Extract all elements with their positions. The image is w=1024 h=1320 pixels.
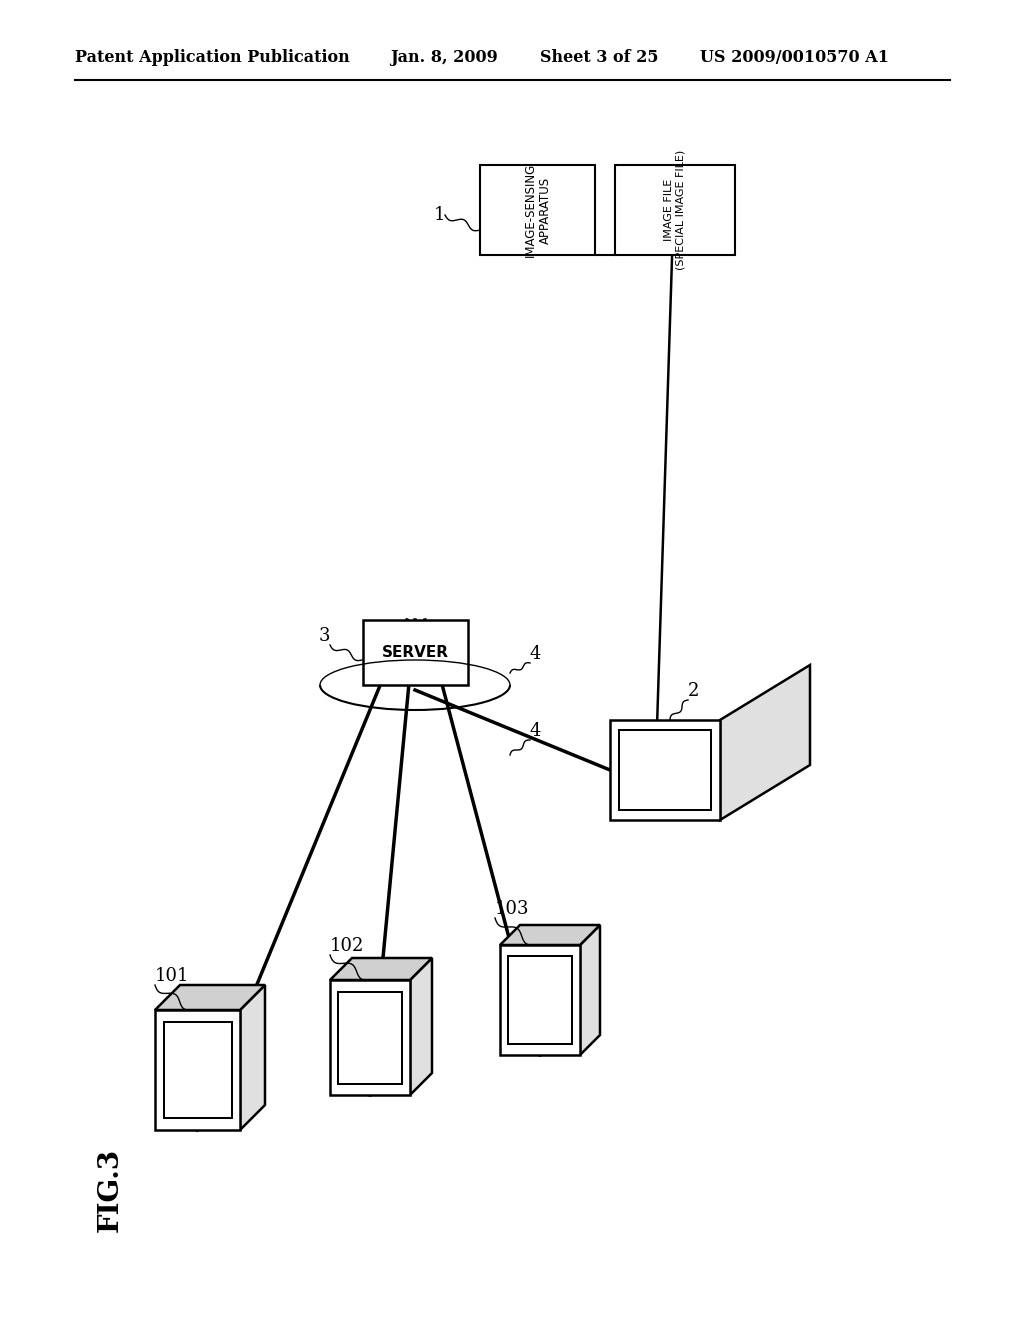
Polygon shape: [330, 958, 432, 979]
Text: 101: 101: [155, 968, 189, 985]
Text: US 2009/0010570 A1: US 2009/0010570 A1: [700, 49, 889, 66]
Bar: [610, 719, 720, 820]
Text: FIG.3: FIG.3: [96, 1148, 124, 1232]
Text: Patent Application Publication: Patent Application Publication: [75, 49, 350, 66]
Polygon shape: [500, 925, 600, 945]
Bar: [330, 979, 410, 1096]
Bar: [155, 1010, 240, 1130]
Polygon shape: [410, 958, 432, 1096]
Text: 103: 103: [495, 900, 529, 917]
Text: Jan. 8, 2009: Jan. 8, 2009: [390, 49, 498, 66]
Text: IMAGE-SENSING
APPARATUS: IMAGE-SENSING APPARATUS: [523, 162, 552, 257]
Text: 3: 3: [318, 627, 330, 645]
Polygon shape: [240, 985, 265, 1130]
Bar: [615, 165, 735, 255]
Text: 1: 1: [433, 206, 445, 224]
Bar: [480, 165, 595, 255]
Text: 2: 2: [688, 682, 699, 700]
Polygon shape: [720, 665, 810, 820]
Bar: [500, 945, 580, 1055]
Polygon shape: [155, 985, 265, 1010]
Text: SERVER: SERVER: [382, 645, 449, 660]
Bar: [338, 991, 402, 1084]
Text: 4: 4: [530, 645, 542, 663]
Bar: [618, 730, 712, 810]
Polygon shape: [580, 925, 600, 1055]
Bar: [508, 956, 572, 1044]
Text: IMAGE FILE
(SPECIAL IMAGE FILE): IMAGE FILE (SPECIAL IMAGE FILE): [665, 150, 686, 271]
Bar: [362, 620, 468, 685]
Text: 4: 4: [530, 722, 542, 741]
Text: Sheet 3 of 25: Sheet 3 of 25: [540, 49, 658, 66]
Bar: [164, 1022, 231, 1118]
Text: 102: 102: [330, 937, 365, 954]
